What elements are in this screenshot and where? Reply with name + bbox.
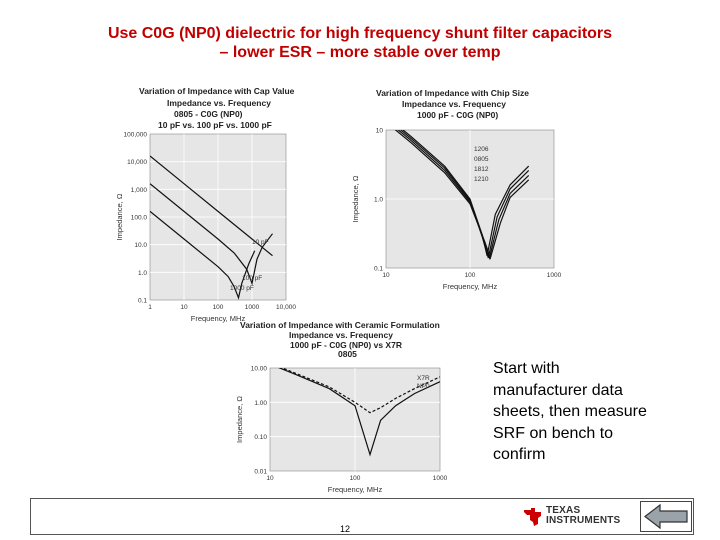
chart-ceramic-formulation: Variation of Impedance with Ceramic Form…: [234, 318, 468, 496]
y-tick-label: 0.10: [254, 434, 267, 441]
x-axis-label: Frequency, MHz: [328, 485, 383, 494]
x-axis-label: Frequency, MHz: [191, 314, 246, 323]
caption-line: sheets, then measure: [493, 403, 647, 420]
slide-title: Use C0G (NP0) dielectric for high freque…: [0, 24, 720, 62]
caption-text: Start with manufacturer data sheets, the…: [493, 358, 683, 466]
y-tick-label: 0.1: [138, 298, 147, 305]
y-tick-label: 10,000: [127, 159, 147, 166]
y-axis-label: Impedance, Ω: [235, 396, 244, 443]
chart-title-line: 10 pF vs. 100 pF vs. 1000 pF: [158, 120, 272, 130]
y-tick-label: 10.0: [134, 242, 147, 249]
y-tick-label: 0.01: [254, 469, 267, 476]
chart-title-line: Impedance vs. Frequency: [167, 98, 271, 108]
chart-chip-size-svg: Variation of Impedance with Chip SizeImp…: [351, 88, 562, 291]
y-axis-label: Impedance, Ω: [351, 175, 360, 222]
y-axis-label: Impedance, Ω: [115, 193, 124, 240]
y-tick-label: 10: [376, 128, 384, 135]
y-tick-label: 100,000: [124, 132, 148, 139]
x-tick-label: 1: [148, 304, 152, 311]
x-tick-label: 10,000: [276, 304, 296, 311]
legend-entry: NP0: [417, 383, 430, 390]
chart-title-line: Variation of Impedance with Cap Value: [139, 86, 295, 96]
page-number: 12: [340, 524, 351, 534]
series-line-10-pf: [150, 155, 273, 257]
series-line-1000-pf: [150, 210, 256, 300]
caption-line: manufacturer data: [493, 381, 623, 399]
y-tick-label: 1.00: [254, 400, 267, 407]
series-line-np0: [278, 368, 440, 457]
chart-cap-value: Variation of Impedance with Cap Value Imp…: [108, 84, 338, 323]
chart-title-line: 0805 - C0G (NP0): [174, 109, 243, 119]
chart-title-line: Impedance vs. Frequency: [289, 330, 393, 340]
caption-line: confirm: [493, 446, 546, 463]
y-tick-label: 10.00: [251, 366, 268, 373]
legend-entry: 1206: [474, 146, 489, 153]
title-line-1: Use C0G (NP0) dielectric for high freque…: [107, 25, 613, 42]
legend-entry: 1812: [474, 166, 489, 173]
series-annotation: 100 pF: [242, 275, 262, 282]
series-annotation: 10 pF: [252, 239, 269, 246]
chart-title-line: 1000 pF - C0G (NP0) vs X7R: [290, 340, 402, 350]
x-tick-label: 1000: [245, 304, 260, 311]
legend-entry: 0805: [474, 156, 489, 163]
ti-wordmark-line2: INSTRUMENTS: [546, 515, 621, 526]
x-tick-label: 1000: [547, 272, 562, 279]
ti-wordmark-line1: TEXAS: [546, 505, 581, 516]
y-tick-label: 1.0: [138, 270, 147, 277]
legend-entry: X7R: [417, 375, 430, 382]
x-tick-label: 10: [266, 475, 274, 482]
y-tick-label: 100.0: [131, 215, 148, 222]
ti-logo-icon: [524, 508, 541, 526]
y-tick-label: 1,000: [131, 187, 148, 194]
x-tick-label: 10: [180, 304, 188, 311]
chart-title-line: 1000 pF - C0G (NP0): [417, 110, 498, 120]
series-line-1210: [394, 130, 530, 260]
ti-wordmark: TEXAS INSTRUMENTS: [546, 506, 620, 526]
legend-entry: 1210: [474, 176, 489, 183]
chart-title-line: 0805: [338, 349, 357, 359]
y-tick-label: 0.1: [374, 266, 383, 273]
x-tick-label: 100: [350, 475, 361, 482]
x-tick-label: 1000: [433, 475, 448, 482]
series-line-x7r: [280, 368, 440, 414]
chart-title-line: Variation of Impedance with Chip Size: [376, 88, 529, 98]
chart-title-line: Impedance vs. Frequency: [402, 99, 506, 109]
x-tick-label: 100: [465, 272, 476, 279]
back-arrow-button[interactable]: [640, 501, 692, 532]
footer-bar: [30, 498, 694, 535]
title-line-2: – lower ESR – more stable over temp: [219, 44, 501, 61]
caption-line: Start with: [493, 360, 560, 377]
x-axis-label: Frequency, MHz: [443, 282, 498, 291]
chart-title-line: Variation of Impedance with Ceramic Form…: [240, 320, 440, 330]
chart-cap-value-svg: Variation of Impedance with Cap Value Imp…: [115, 86, 296, 323]
chart-ceramic-formulation-svg: Variation of Impedance with Ceramic Form…: [235, 320, 448, 494]
chart-chip-size: Variation of Impedance with Chip Size Imp…: [350, 86, 565, 300]
x-tick-label: 10: [382, 272, 390, 279]
x-tick-label: 100: [213, 304, 224, 311]
y-tick-label: 1.0: [374, 197, 383, 204]
series-annotation: 1000 pF: [230, 285, 254, 292]
caption-line: SRF on bench to: [493, 424, 614, 442]
back-arrow-icon: [644, 503, 688, 530]
